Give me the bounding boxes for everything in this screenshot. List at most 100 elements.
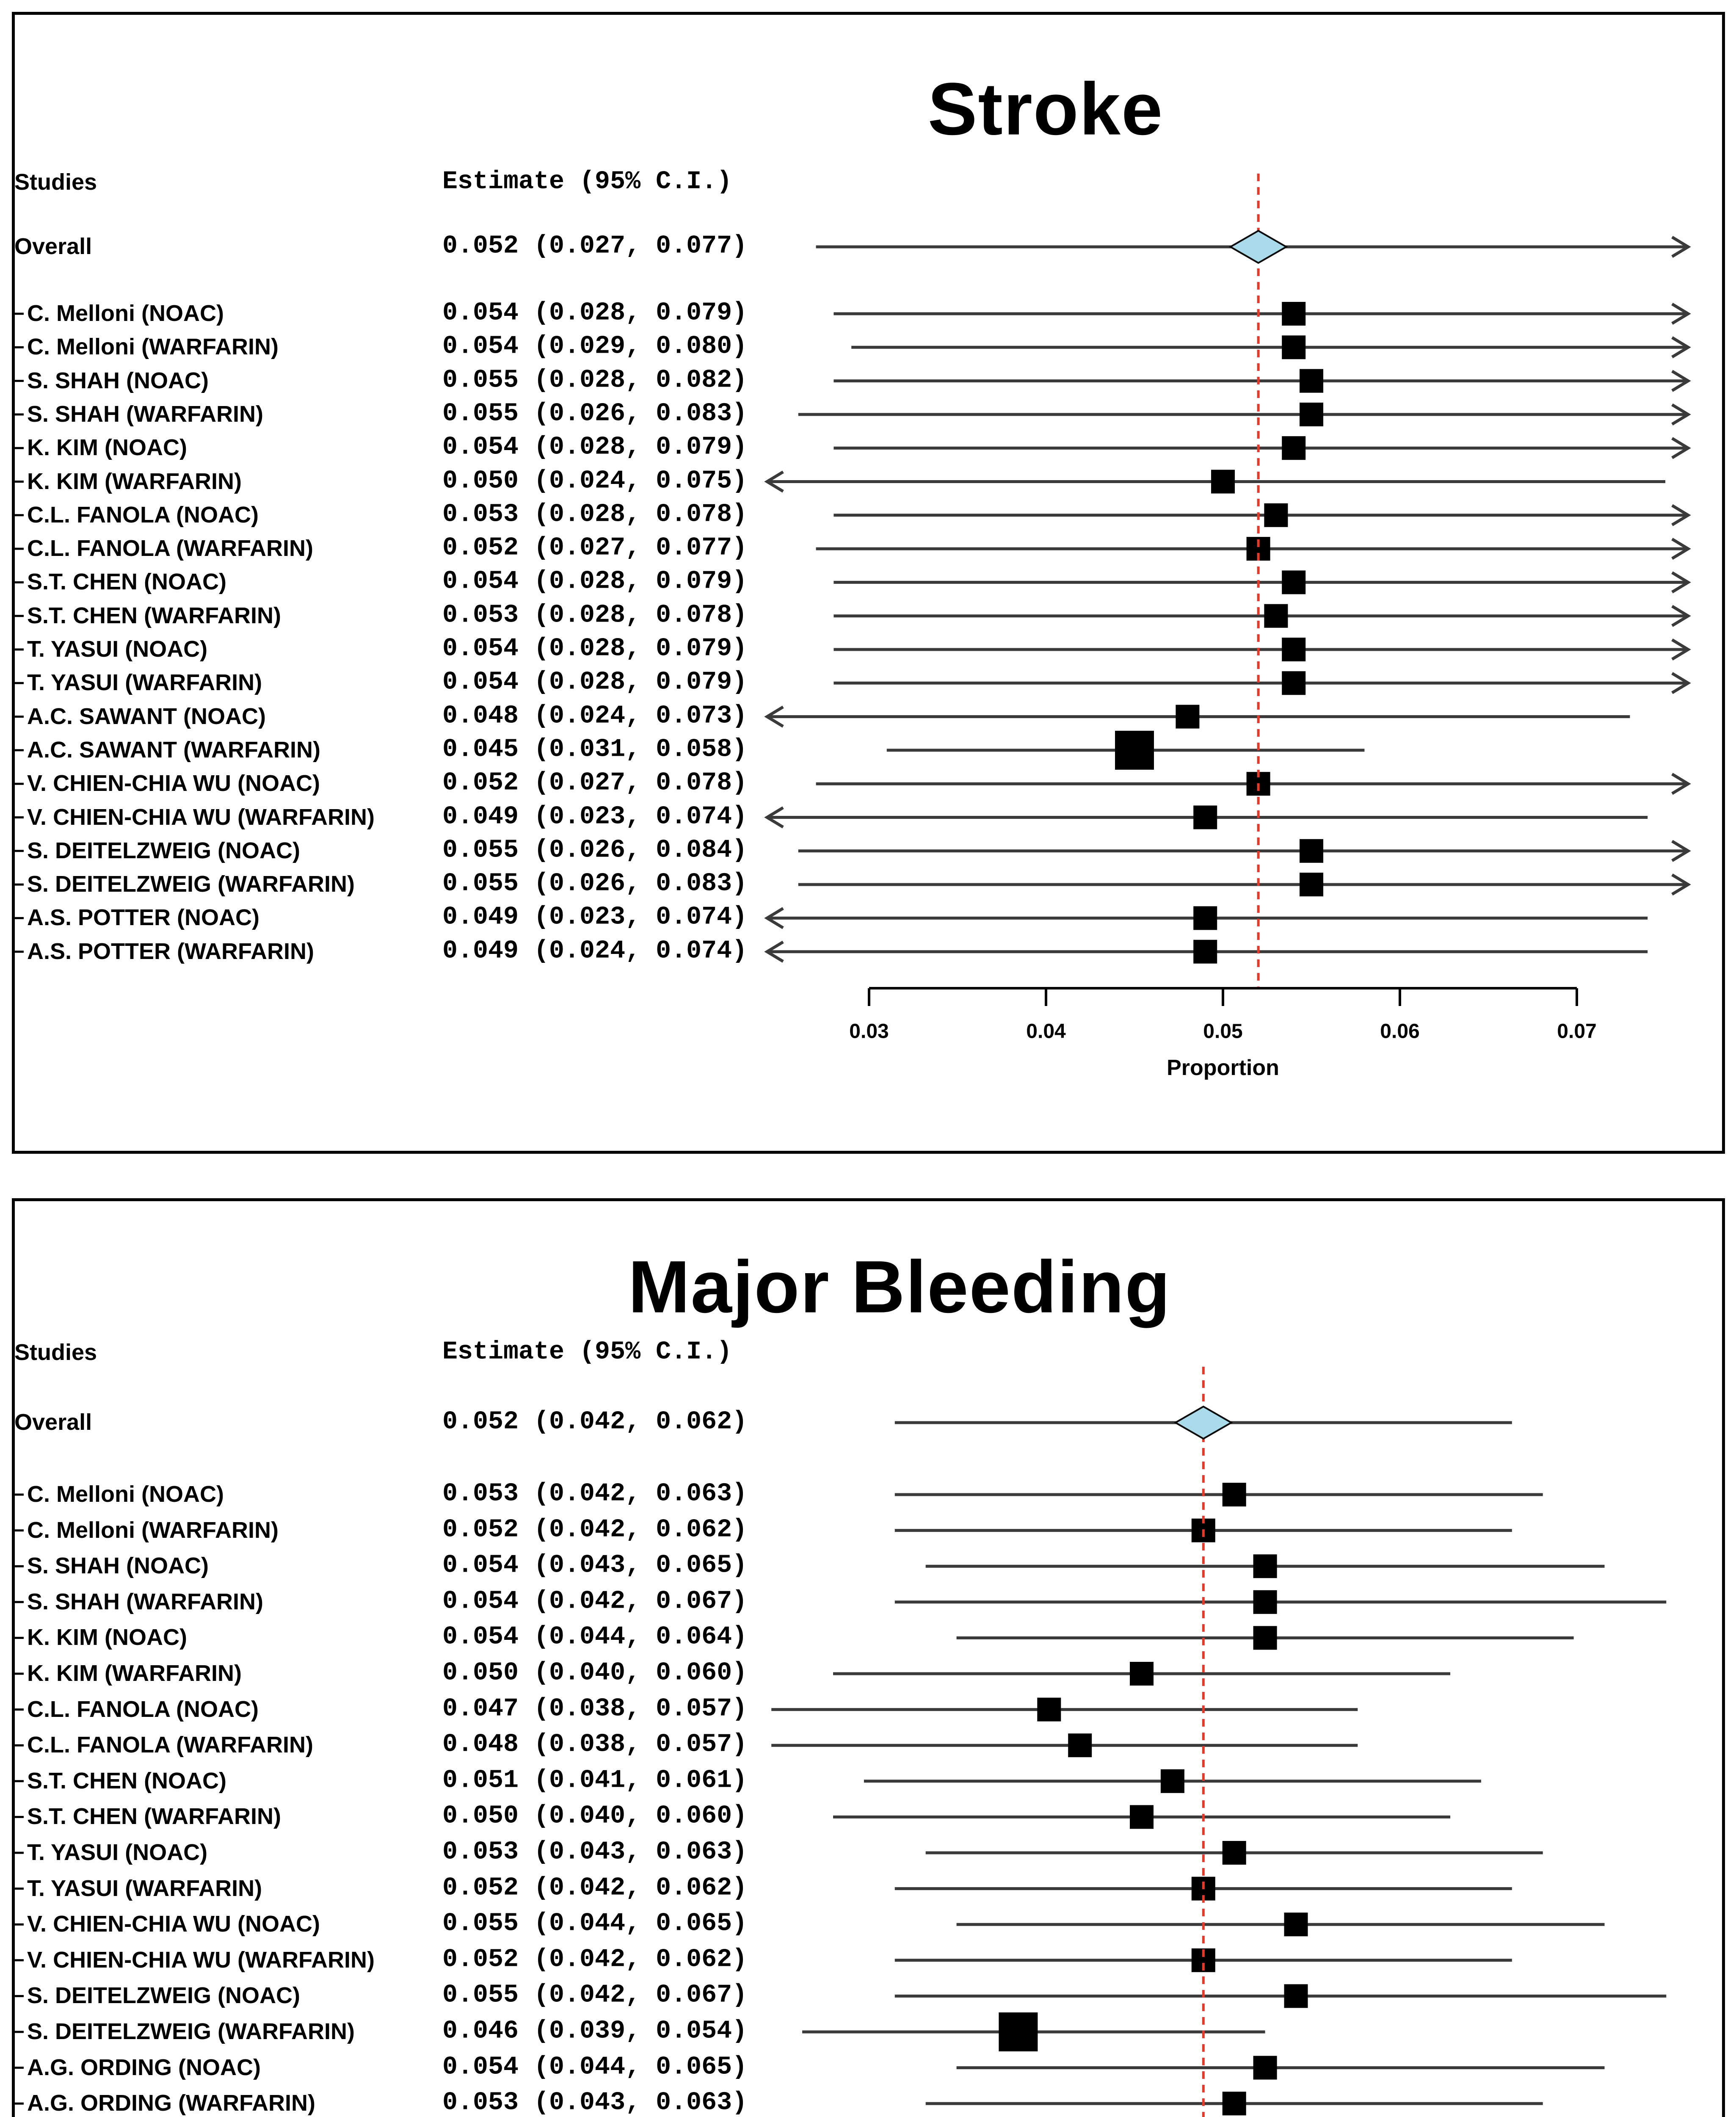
studies-header: Studies <box>14 1339 97 1365</box>
study-label: K. KIM (NOAC) <box>27 1625 187 1650</box>
overall-estimate: 0.052 (0.042, 0.062) <box>442 1407 748 1437</box>
arrow-icon <box>1671 403 1691 426</box>
axis-tick-label: 0.06 <box>1380 1020 1420 1043</box>
point-estimate-square <box>1282 436 1306 460</box>
point-estimate-square <box>1253 1590 1277 1614</box>
study-label: S. DEITELZWEIG (WARFARIN) <box>27 871 355 897</box>
study-estimate: 0.053 (0.043, 0.063) <box>442 2088 748 2117</box>
study-estimate: 0.052 (0.042, 0.062) <box>442 1945 748 1974</box>
study-estimate: 0.054 (0.042, 0.067) <box>442 1587 748 1616</box>
point-estimate-square <box>1037 1697 1061 1722</box>
study-estimate: 0.046 (0.039, 0.054) <box>442 2017 748 2046</box>
study-label: A.S. POTTER (NOAC) <box>27 905 259 931</box>
study-estimate: 0.050 (0.040, 0.060) <box>442 1658 748 1688</box>
axis-tick-label: 0.07 <box>1557 1020 1597 1043</box>
point-estimate-square <box>1284 1912 1308 1937</box>
study-estimate: 0.052 (0.027, 0.077) <box>442 533 748 563</box>
study-label: S. SHAH (NOAC) <box>27 368 209 393</box>
study-estimate: 0.049 (0.024, 0.074) <box>442 937 748 966</box>
point-estimate-square <box>1300 369 1323 393</box>
arrow-icon <box>1671 873 1691 896</box>
study-estimate: 0.055 (0.044, 0.065) <box>442 1909 748 1938</box>
arrow-icon <box>1671 605 1691 627</box>
point-estimate-square <box>1300 839 1323 863</box>
study-label: C.L. FANOLA (WARFARIN) <box>27 1732 313 1758</box>
study-estimate: 0.053 (0.043, 0.063) <box>442 1838 748 1867</box>
study-estimate: 0.054 (0.044, 0.065) <box>442 2053 748 2082</box>
arrow-icon <box>1671 571 1691 594</box>
study-estimate: 0.054 (0.028, 0.079) <box>442 668 748 697</box>
study-label: C.L. FANOLA (NOAC) <box>27 502 259 528</box>
major-bleeding-panel <box>12 1198 1725 2117</box>
point-estimate-square <box>1282 302 1306 326</box>
study-estimate: 0.045 (0.031, 0.058) <box>442 735 748 764</box>
study-estimate: 0.054 (0.028, 0.079) <box>442 433 748 462</box>
study-estimate: 0.049 (0.023, 0.074) <box>442 903 748 932</box>
point-estimate-square <box>1193 805 1217 829</box>
point-estimate-square <box>1193 940 1217 964</box>
studies-header: Studies <box>14 169 97 195</box>
arrow-icon <box>1671 538 1691 560</box>
study-label: C. Melloni (WARFARIN) <box>27 1517 279 1543</box>
point-estimate-square <box>1300 873 1323 897</box>
study-estimate: 0.054 (0.044, 0.064) <box>442 1623 748 1652</box>
point-estimate-square <box>1222 1841 1246 1865</box>
study-label: K. KIM (WARFARIN) <box>27 1660 242 1686</box>
study-estimate: 0.055 (0.028, 0.082) <box>442 366 748 395</box>
study-label: A.S. POTTER (WARFARIN) <box>27 938 314 964</box>
arrow-icon <box>1671 840 1691 862</box>
point-estimate-square <box>1300 402 1323 426</box>
overall-diamond <box>1173 1405 1233 1440</box>
overall-estimate: 0.052 (0.027, 0.077) <box>442 232 748 261</box>
overall-label: Overall <box>14 1409 92 1435</box>
study-label: K. KIM (WARFARIN) <box>27 468 242 494</box>
point-estimate-square <box>1253 2056 1277 2080</box>
point-estimate-square <box>1282 638 1306 661</box>
arrow-icon <box>1671 236 1691 258</box>
point-estimate-square <box>1253 1554 1277 1578</box>
overall-diamond <box>1228 229 1288 264</box>
point-estimate-square <box>1253 1626 1277 1650</box>
study-label: K. KIM (NOAC) <box>27 434 187 460</box>
study-estimate: 0.049 (0.023, 0.074) <box>442 802 748 832</box>
study-estimate: 0.050 (0.024, 0.075) <box>442 467 748 496</box>
arrow-icon <box>1671 504 1691 526</box>
study-estimate: 0.050 (0.040, 0.060) <box>442 1802 748 1831</box>
point-estimate-square <box>1130 1662 1154 1686</box>
arrow-icon <box>1671 370 1691 392</box>
study-label: S. DEITELZWEIG (NOAC) <box>27 1983 300 2009</box>
study-label: T. YASUI (WARFARIN) <box>27 670 262 696</box>
study-estimate: 0.053 (0.042, 0.063) <box>442 1479 748 1509</box>
arrow-icon <box>1671 303 1691 325</box>
study-label: T. YASUI (NOAC) <box>27 636 208 662</box>
point-estimate-square <box>1222 2092 1246 2116</box>
study-label: A.C. SAWANT (NOAC) <box>27 703 266 729</box>
study-label: S.T. CHEN (NOAC) <box>27 569 226 595</box>
study-label: A.G. ORDING (WARFARIN) <box>27 2090 315 2116</box>
study-estimate: 0.051 (0.041, 0.061) <box>442 1766 748 1795</box>
study-label: S.T. CHEN (WARFARIN) <box>27 1804 281 1830</box>
study-label: S.T. CHEN (WARFARIN) <box>27 602 281 628</box>
study-label: S. DEITELZWEIG (NOAC) <box>27 837 300 863</box>
point-estimate-square <box>1264 604 1288 628</box>
study-estimate: 0.054 (0.028, 0.079) <box>442 567 748 597</box>
x-axis-label: Proportion <box>1167 1056 1279 1080</box>
study-label: C.L. FANOLA (WARFARIN) <box>27 535 313 561</box>
study-label: C. Melloni (WARFARIN) <box>27 334 279 360</box>
estimate-header: Estimate (95% C.I.) <box>442 1338 732 1367</box>
point-estimate-square <box>1130 1805 1154 1829</box>
study-label: C. Melloni (NOAC) <box>27 300 224 326</box>
arrow-icon <box>764 806 784 829</box>
point-estimate-square <box>1282 570 1306 594</box>
study-estimate: 0.054 (0.028, 0.079) <box>442 298 748 328</box>
study-label: V. CHIEN-CHIA WU (NOAC) <box>27 1911 320 1937</box>
study-estimate: 0.048 (0.038, 0.057) <box>442 1730 748 1759</box>
axis-tick-label: 0.04 <box>1026 1020 1066 1043</box>
study-label: V. CHIEN-CHIA WU (WARFARIN) <box>27 1947 375 1973</box>
arrow-icon <box>1671 437 1691 459</box>
study-estimate: 0.054 (0.029, 0.080) <box>442 332 748 361</box>
point-estimate-square <box>1284 1984 1308 2008</box>
study-label: S. SHAH (NOAC) <box>27 1553 209 1578</box>
